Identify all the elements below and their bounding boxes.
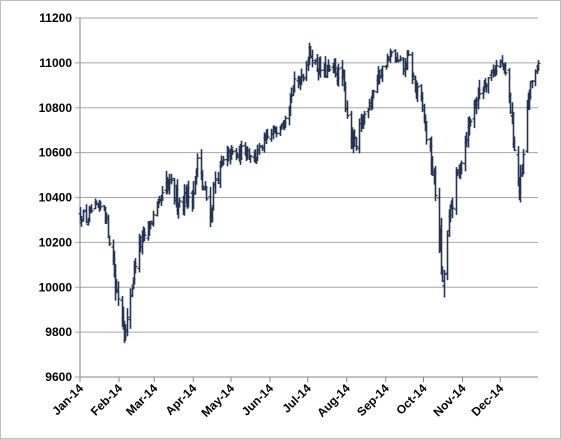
- ohlc-bar: [248, 155, 253, 163]
- ohlc-bar: [371, 89, 376, 99]
- ohlc-bar: [125, 308, 130, 337]
- x-tick-label: Dec-14: [469, 381, 507, 419]
- ohlc-bar: [177, 197, 182, 208]
- y-tick-label: 10000: [39, 280, 73, 294]
- y-tick-label: 10600: [39, 146, 73, 160]
- ohlc-bar: [468, 118, 473, 127]
- ohlc-bar: [238, 143, 243, 165]
- y-tick-label: 10800: [39, 101, 73, 115]
- ohlc-bar: [345, 100, 350, 119]
- x-tick-label: Jun-14: [239, 381, 276, 418]
- ohlc-bar: [494, 60, 499, 76]
- ohlc-bar: [415, 82, 420, 102]
- ohlc-bar: [327, 64, 332, 72]
- ohlc-bar: [142, 227, 147, 242]
- ohlc-bar: [410, 51, 415, 85]
- ohlc-bar: [398, 55, 403, 62]
- x-tick-label: Sep-14: [354, 381, 392, 419]
- y-tick-label: 9800: [45, 325, 72, 339]
- ohlc-bar: [229, 145, 234, 159]
- ohlc-bar: [406, 50, 411, 56]
- ohlc-bar: [362, 110, 367, 125]
- ohlc-bar: [81, 209, 86, 222]
- ohlc-bar: [213, 171, 218, 194]
- y-tick-label: 9600: [45, 370, 72, 384]
- ohlc-bar: [354, 136, 359, 151]
- x-tick-label: Aug-14: [314, 381, 353, 420]
- ohlc-bar: [310, 49, 315, 68]
- ohlc-bar: [459, 160, 464, 175]
- ohlc-bar: [424, 120, 429, 145]
- ohlc-bar: [433, 165, 438, 202]
- ohlc-bar: [500, 55, 505, 65]
- x-tick-label: Jan-14: [49, 381, 86, 418]
- ohlc-bar: [210, 206, 215, 223]
- ohlc-bar: [503, 62, 508, 76]
- ohlc-bar: [133, 258, 138, 274]
- ohlc-bar: [336, 63, 341, 87]
- ohlc-bar: [107, 235, 112, 246]
- ohlc-bar: [186, 180, 191, 208]
- ohlc-bar: [221, 156, 226, 166]
- x-tick-label: Apr-14: [163, 381, 200, 418]
- x-tick-label: Jul-14: [279, 381, 314, 416]
- x-tick-label: May-14: [198, 381, 237, 420]
- ohlc-bar: [79, 215, 84, 227]
- ohlc-bar: [257, 143, 262, 155]
- price-bars: [78, 42, 541, 344]
- ohlc-bar: [380, 65, 385, 83]
- ohlc-bar: [116, 281, 121, 306]
- y-axis: 9600 9800 10000 10200 10400 10600 10800 11000 11…: [39, 11, 81, 384]
- y-tick-label: 11000: [39, 56, 72, 70]
- x-tick-label: Oct-14: [393, 381, 430, 418]
- ohlc-bar: [445, 230, 450, 281]
- ohlc-bar: [536, 60, 541, 72]
- ohlc-bar: [274, 126, 279, 138]
- ohlc-bar: [98, 200, 103, 211]
- ohlc-bar: [477, 79, 482, 100]
- x-tick-label: Mar-14: [123, 381, 160, 418]
- ohlc-bar: [389, 50, 394, 57]
- y-tick-label: 11200: [39, 11, 72, 25]
- ohlc-bar: [160, 186, 165, 202]
- ohlc-bar: [151, 210, 156, 227]
- ohlc-bar: [148, 220, 153, 230]
- ohlc-bar: [239, 140, 244, 160]
- ohlc-bar: [301, 73, 306, 82]
- ohlc-bar: [247, 148, 252, 160]
- ohlc-bar: [442, 269, 447, 298]
- ohlc-bar: [512, 136, 517, 152]
- x-tick-label: Nov-14: [430, 381, 468, 419]
- x-tick-label: Feb-14: [88, 381, 125, 418]
- ohlc-bar: [265, 128, 270, 140]
- ohlc-bar: [292, 71, 297, 93]
- ohlc-bar: [283, 115, 288, 128]
- y-tick-label: 10400: [39, 191, 73, 205]
- ohlc-bar: [195, 153, 200, 178]
- ohlc-bar: [377, 70, 382, 85]
- ohlc-bar: [521, 149, 526, 175]
- ohlc-bar: [169, 173, 174, 185]
- ohlc-bar: [486, 77, 491, 94]
- y-tick-label: 10200: [39, 235, 73, 249]
- ohlc-bar: [89, 204, 94, 213]
- ohlc-bar: [318, 56, 323, 78]
- ohlc-bar: [204, 185, 209, 201]
- ohlc-bar: [450, 197, 455, 219]
- ohlc-bar: [230, 148, 235, 156]
